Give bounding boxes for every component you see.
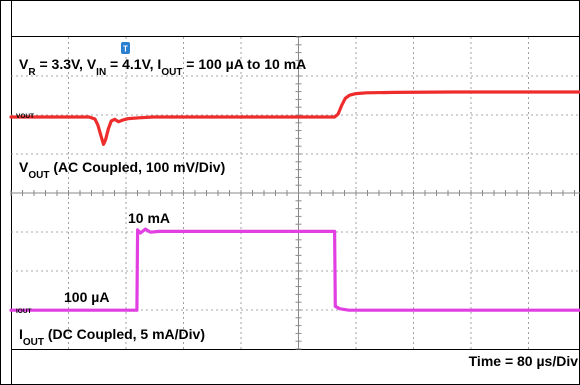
trigger-marker-glyph: T <box>123 45 128 54</box>
vout-trace <box>9 90 580 146</box>
time-per-div-label: Time = 80 µs/Div <box>469 353 579 369</box>
iout-channel-marker: IOUT <box>16 308 32 315</box>
iout-trace <box>9 227 580 312</box>
grid <box>10 36 580 350</box>
vout-caption: VOUT (AC Coupled, 100 mV/Div) <box>19 159 225 181</box>
vout-channel-marker: VOUT <box>16 113 34 120</box>
labels: T VR = 3.3V, VIN = 4.1V, IOUT = 100 µA to… <box>16 42 578 369</box>
conditions-header: VR = 3.3V, VIN = 4.1V, IOUT = 100 µA to … <box>19 56 306 78</box>
iout-caption: IOUT (DC Coupled, 5 mA/Div) <box>19 326 205 348</box>
iout-low-label: 100 µA <box>64 289 109 305</box>
trigger-marker-icon <box>121 42 130 54</box>
traces <box>9 90 580 312</box>
iout-high-label: 10 mA <box>128 210 170 226</box>
